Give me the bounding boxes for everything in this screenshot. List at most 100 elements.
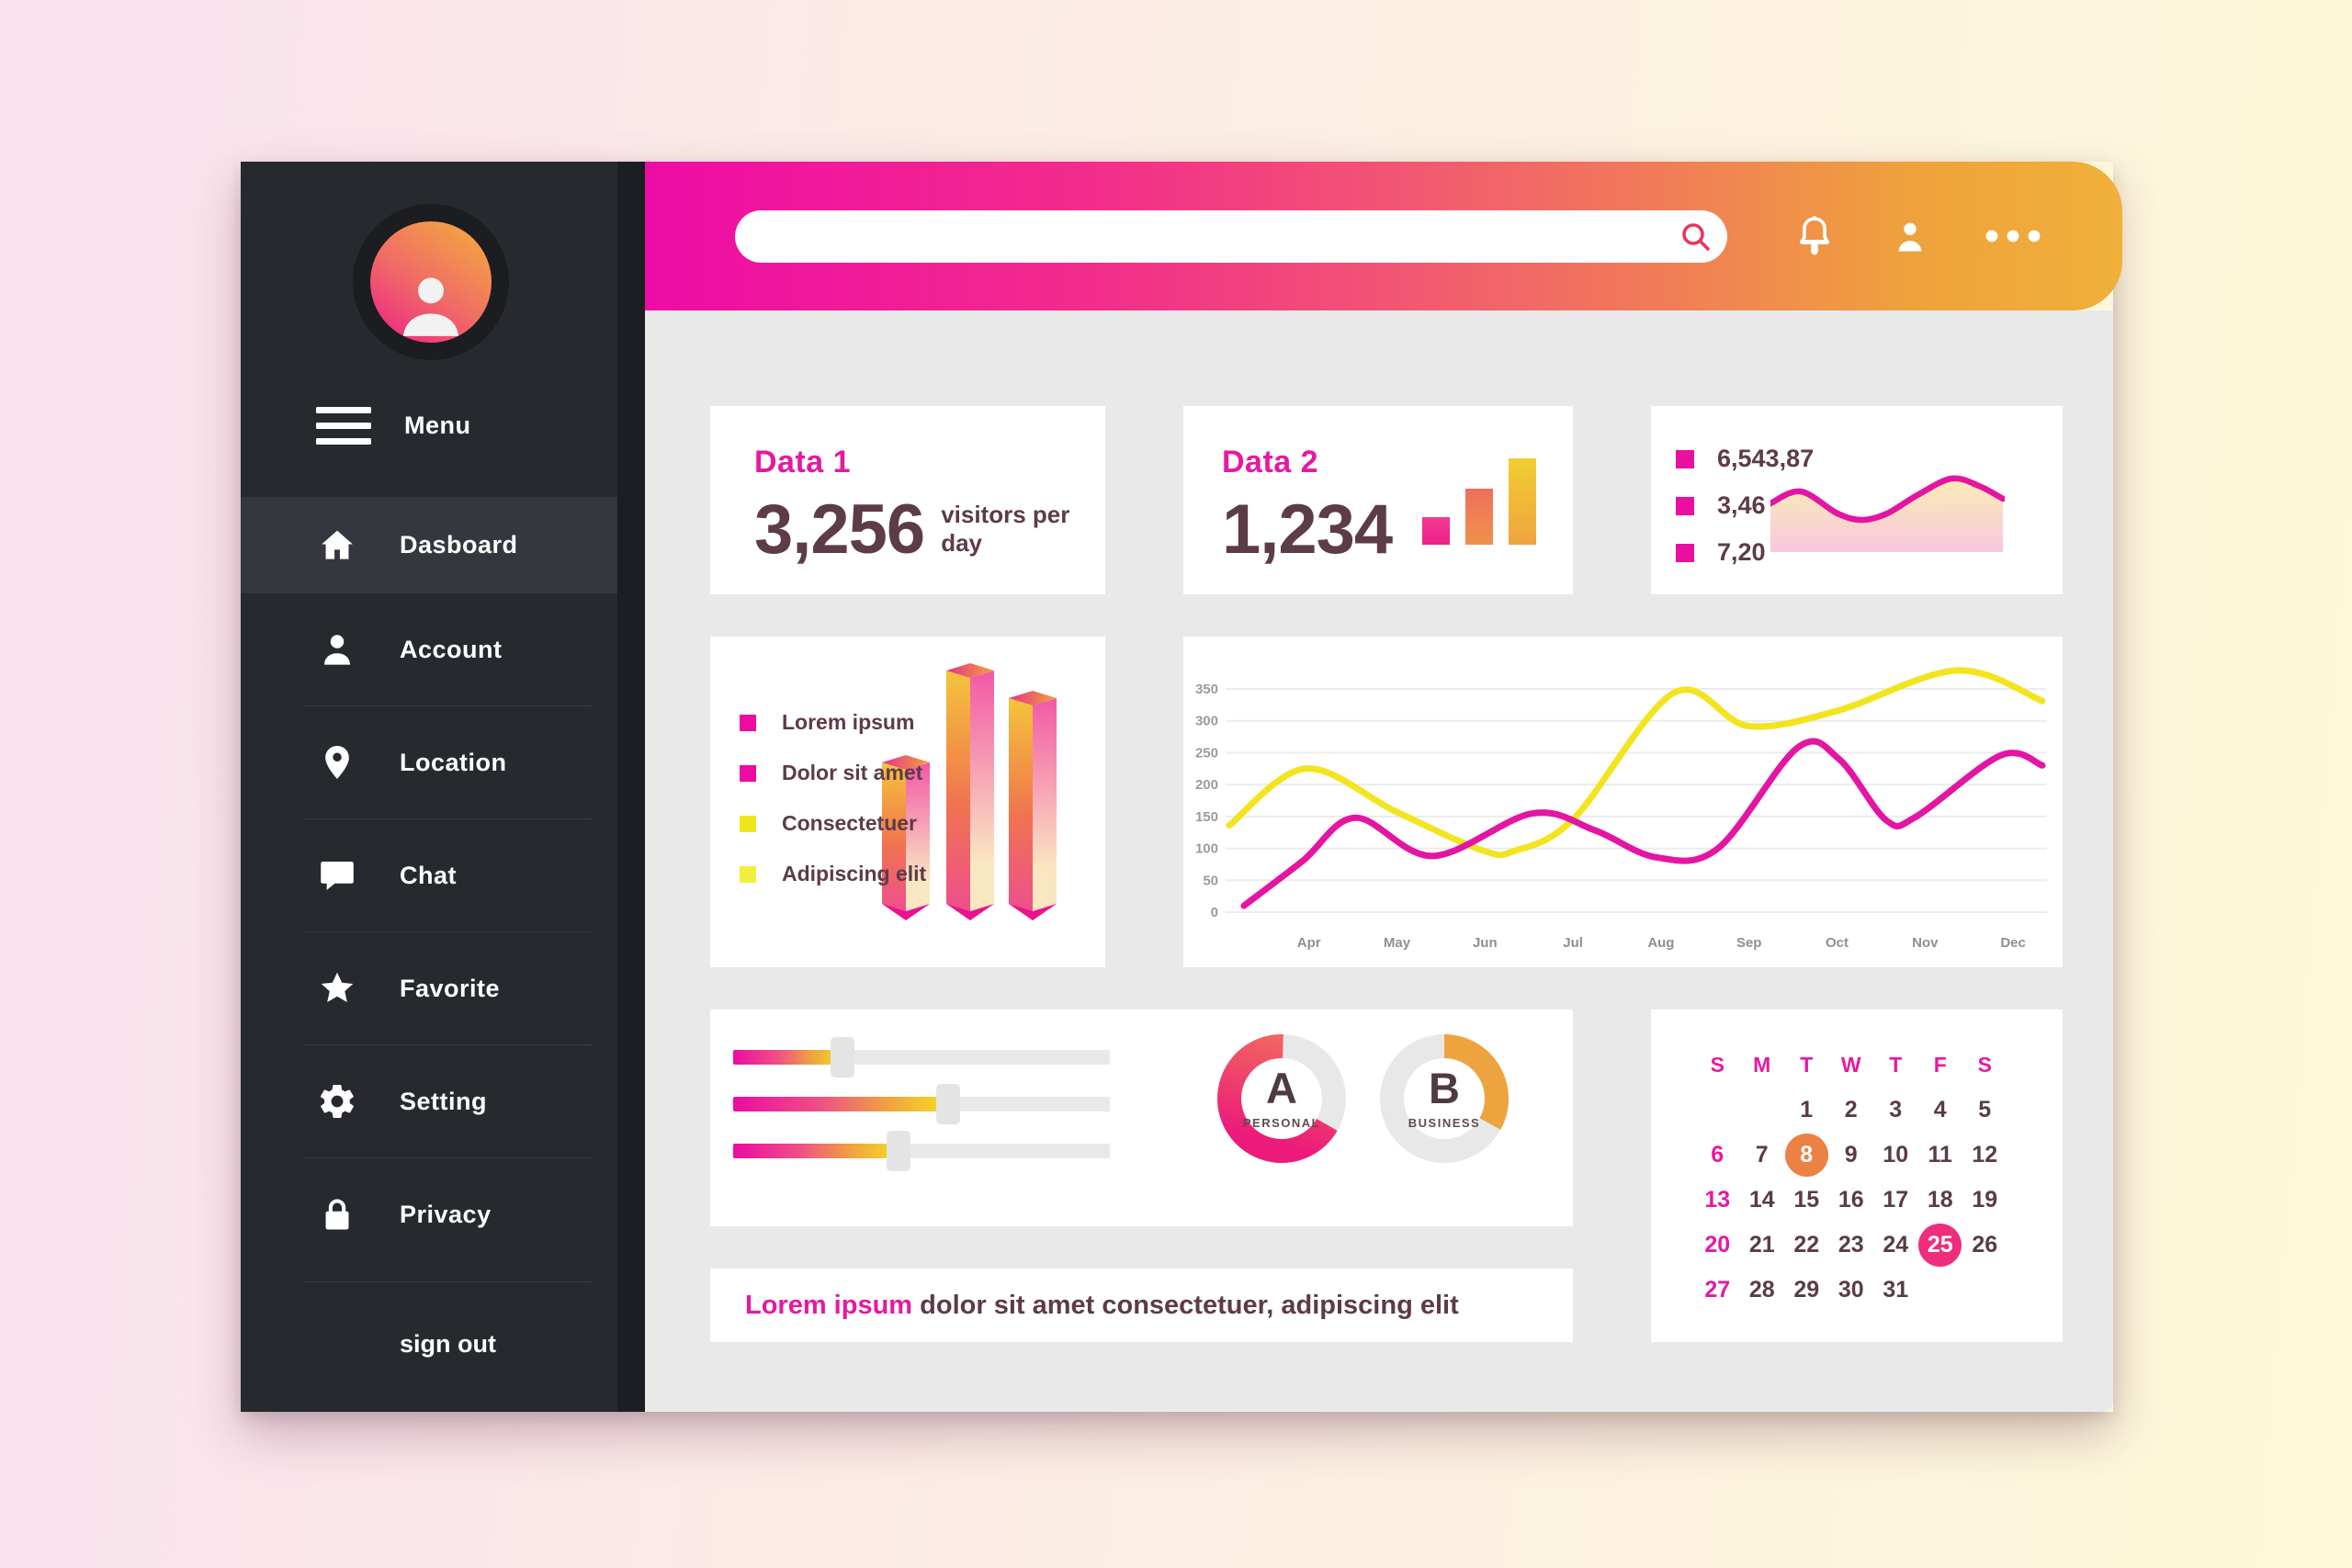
menu-toggle[interactable]: Menu xyxy=(241,402,645,448)
sidebar-item-label: Dasboard xyxy=(400,531,518,558)
search-bar[interactable] xyxy=(735,209,1727,263)
data2-title: Data 2 xyxy=(1222,445,1319,479)
calendar-day[interactable]: 8 xyxy=(1784,1134,1828,1177)
svg-text:200: 200 xyxy=(1195,777,1218,793)
calendar-event-day[interactable]: 25 xyxy=(1918,1224,1962,1267)
notifications-bell-icon[interactable] xyxy=(1793,213,1836,259)
calendar-day[interactable]: 9 xyxy=(1844,1142,1858,1168)
sidebar-item-favorite[interactable]: Favorite xyxy=(241,932,617,1044)
more-options-icon[interactable] xyxy=(1984,229,2043,243)
stats-card: 6,543,87 3,46 7,20 xyxy=(1651,406,2063,594)
sidebar-item-label: Setting xyxy=(400,1087,487,1115)
slider-handle[interactable] xyxy=(935,1084,960,1124)
search-icon[interactable] xyxy=(1679,220,1713,254)
calendar-day[interactable]: 25 xyxy=(1918,1224,1962,1267)
note-text: dolor sit amet consectetuer, adipiscing … xyxy=(912,1290,1459,1320)
calendar-event-day[interactable]: 8 xyxy=(1784,1134,1828,1177)
data2-card: Data 2 1,234 xyxy=(1183,406,1573,594)
search-input[interactable] xyxy=(735,209,1727,263)
avatar[interactable] xyxy=(353,204,509,360)
chat-bubble-icon xyxy=(316,854,358,897)
sidebar-item-chat[interactable]: Chat xyxy=(241,819,617,931)
content-area: Data 1 3,256 visitors per day Data 2 1,2… xyxy=(645,310,2113,1412)
svg-text:0: 0 xyxy=(1211,905,1218,920)
slider[interactable] xyxy=(733,1037,1110,1077)
calendar-day[interactable]: 30 xyxy=(1838,1277,1864,1303)
slider-fill xyxy=(733,1144,899,1158)
location-pin-icon xyxy=(316,741,358,784)
calendar-weekday-header: F xyxy=(1933,1053,1947,1077)
slider-fill xyxy=(733,1097,948,1111)
svg-text:300: 300 xyxy=(1195,714,1218,729)
gear-icon xyxy=(316,1080,358,1122)
sidebar-item-dasboard[interactable]: Dasboard xyxy=(241,497,617,593)
calendar-day[interactable]: 31 xyxy=(1883,1277,1909,1303)
calendar-day[interactable]: 27 xyxy=(1704,1277,1731,1303)
calendar-day[interactable]: 5 xyxy=(1978,1097,1992,1122)
calendar-weekday-header: S xyxy=(1977,1053,1992,1077)
legend-value: 7,20 xyxy=(1717,538,1766,566)
calendar-day[interactable]: 19 xyxy=(1972,1187,1998,1213)
star-icon xyxy=(316,967,358,1010)
sidebar-item-location[interactable]: Location xyxy=(241,706,617,818)
bar3d-chart xyxy=(710,637,1105,967)
calendar-day[interactable]: 28 xyxy=(1748,1277,1775,1303)
calendar-day[interactable]: 15 xyxy=(1793,1187,1820,1213)
sidebar-item-label: Account xyxy=(400,635,503,663)
svg-text:100: 100 xyxy=(1195,841,1218,857)
calendar-grid: S M T W T F S 1 2 3 4 5 6 7 8 9 10 11 12 13 14 15 16 17 18 19 20 21… xyxy=(1695,1043,2007,1313)
calendar-day[interactable]: 6 xyxy=(1711,1142,1724,1168)
calendar-day[interactable]: 14 xyxy=(1748,1187,1775,1213)
divider xyxy=(303,705,593,706)
calendar-day[interactable]: 2 xyxy=(1844,1097,1858,1122)
calendar-day[interactable]: 20 xyxy=(1704,1232,1731,1258)
calendar-day[interactable]: 11 xyxy=(1928,1142,1952,1168)
sidebar-item-privacy[interactable]: Privacy xyxy=(241,1158,617,1270)
donut-label: BUSINESS xyxy=(1408,1116,1480,1130)
svg-text:May: May xyxy=(1384,935,1411,951)
calendar-day[interactable]: 26 xyxy=(1972,1232,1998,1258)
calendar-day[interactable]: 12 xyxy=(1972,1142,1998,1168)
calendar-day[interactable]: 17 xyxy=(1883,1187,1909,1213)
slider-fill xyxy=(733,1050,842,1065)
menu-label: Menu xyxy=(404,411,471,439)
calendar-day[interactable]: 18 xyxy=(1927,1187,1953,1213)
legend-label: Consectetuer xyxy=(782,811,917,835)
bar3d-legend: Lorem ipsum Dolor sit amet Consectetuer Adi… xyxy=(740,710,926,912)
calendar-day[interactable]: 21 xyxy=(1748,1232,1775,1258)
donut-letter: A xyxy=(1266,1064,1297,1112)
donut-label: PERSONAL xyxy=(1243,1116,1320,1130)
calendar-day[interactable]: 22 xyxy=(1793,1232,1820,1258)
divider xyxy=(303,1157,593,1158)
calendar-day[interactable]: 23 xyxy=(1838,1232,1864,1258)
legend-swatch xyxy=(1676,449,1694,468)
data1-value: 3,256 xyxy=(754,491,925,569)
header-icons xyxy=(1793,213,2043,259)
slider[interactable] xyxy=(733,1131,1110,1171)
calendar-day[interactable]: 4 xyxy=(1933,1097,1947,1122)
legend-item: Consectetuer xyxy=(740,811,926,836)
legend-value: 3,46 xyxy=(1717,491,1766,519)
calendar-weekday-header: T xyxy=(1889,1053,1903,1077)
data2-value: 1,234 xyxy=(1222,491,1393,569)
user-profile-icon[interactable] xyxy=(1891,215,1929,257)
main-area: Data 1 3,256 visitors per day Data 2 1,2… xyxy=(645,162,2122,1412)
slider-handle[interactable] xyxy=(887,1131,911,1171)
sidebar-item-setting[interactable]: Setting xyxy=(241,1045,617,1157)
calendar-day[interactable]: 29 xyxy=(1793,1277,1820,1303)
calendar-day[interactable]: 3 xyxy=(1889,1097,1903,1122)
calendar-day[interactable]: 16 xyxy=(1838,1187,1864,1213)
calendar-day[interactable]: 24 xyxy=(1883,1232,1909,1258)
slider-handle[interactable] xyxy=(830,1037,854,1077)
calendar-day[interactable]: 1 xyxy=(1800,1097,1814,1122)
svg-text:250: 250 xyxy=(1195,745,1218,761)
sidebar-item-account[interactable]: Account xyxy=(241,593,617,705)
calendar-day[interactable]: 10 xyxy=(1883,1142,1909,1168)
svg-text:Nov: Nov xyxy=(1912,935,1939,951)
slider[interactable] xyxy=(733,1084,1110,1124)
calendar-card: S M T W T F S 1 2 3 4 5 6 7 8 9 10 11 12 13 14 15 16 17 18 19 20 21… xyxy=(1651,1010,2063,1342)
calendar-day[interactable]: 13 xyxy=(1704,1187,1731,1213)
sign-out-button[interactable]: sign out xyxy=(400,1330,496,1358)
donut-chart-personal: A PERSONAL xyxy=(1207,1024,1356,1173)
calendar-day[interactable]: 7 xyxy=(1755,1142,1769,1168)
